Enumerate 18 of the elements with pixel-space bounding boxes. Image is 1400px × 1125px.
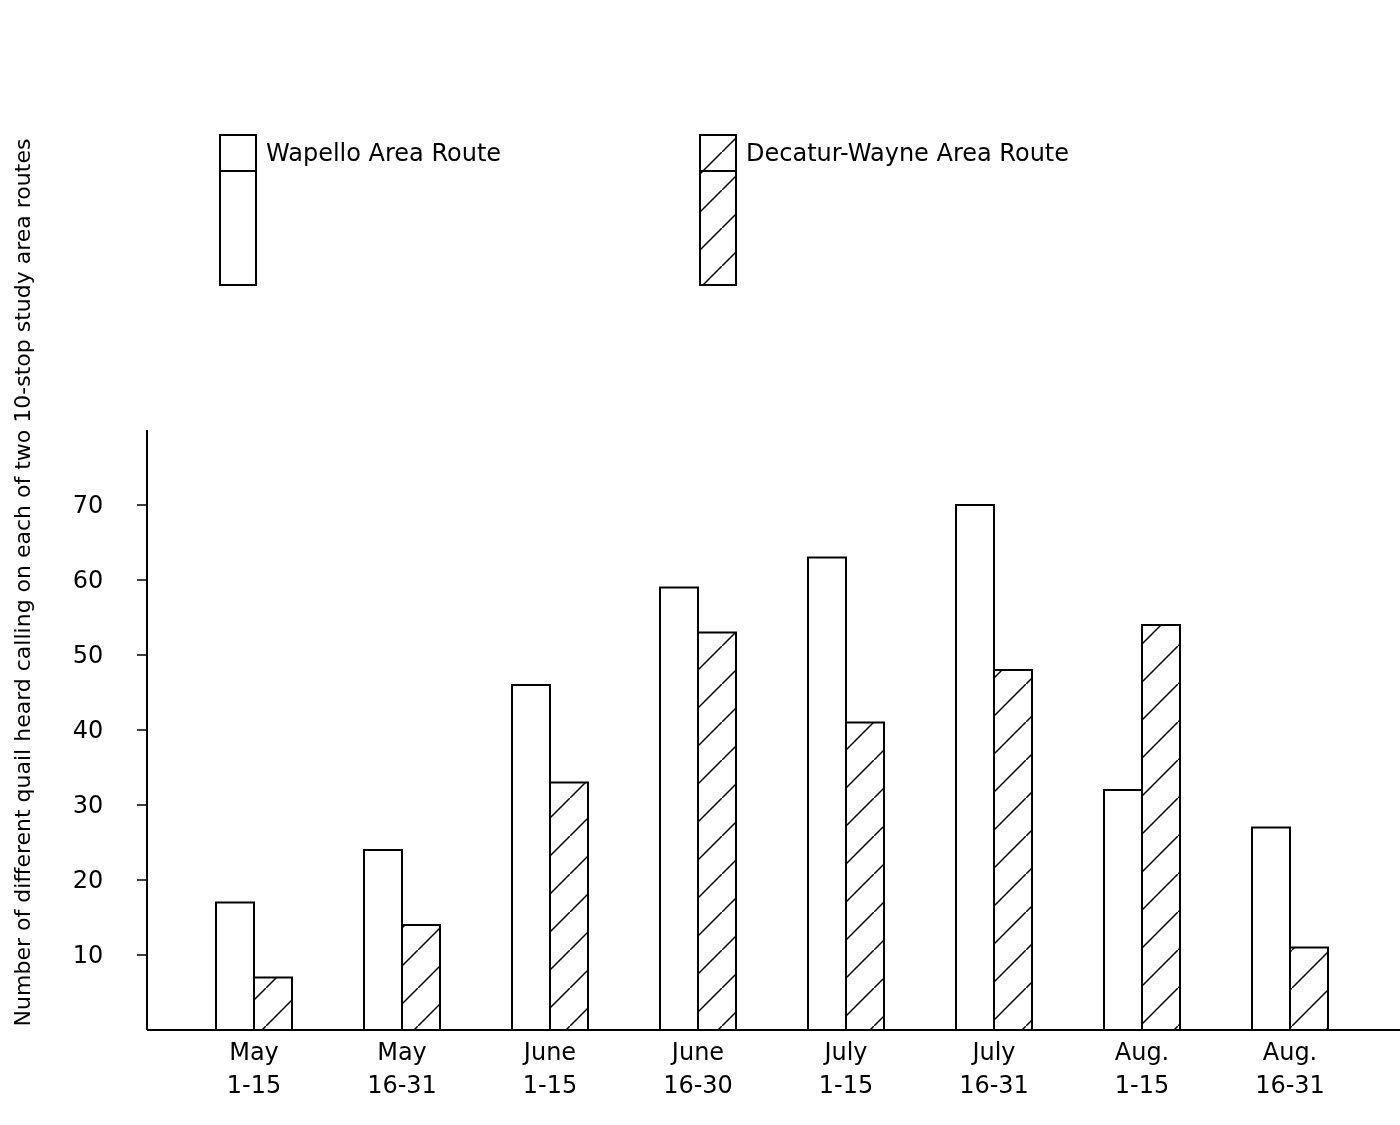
x-tick-label: Aug. 1-15 [1114, 1038, 1170, 1099]
x-tick-label: July 16-31 [959, 1038, 1029, 1099]
y-tick-label: 70 [72, 491, 104, 520]
x-tick-label: Aug. 16-31 [1255, 1038, 1325, 1099]
y-tick-label: 30 [72, 791, 104, 820]
legend-label: Wapello Area Route [266, 139, 502, 168]
y-tick-label: 40 [72, 716, 104, 745]
y-tick-label: 20 [72, 866, 104, 895]
legend-label: Decatur-Wayne Area Route [746, 139, 1070, 168]
y-tick-label: 10 [72, 941, 104, 970]
y-tick-label: 60 [72, 566, 104, 595]
x-tick-label: June 1-15 [521, 1038, 578, 1099]
x-tick-label: May 16-31 [367, 1038, 437, 1099]
y-tick-label: 50 [72, 641, 104, 670]
x-tick-label: June 16-30 [663, 1038, 733, 1099]
y-axis-title: Number of different quail heard calling on each of two 10-stop study area routes [10, 138, 35, 1027]
x-tick-label: May 1-15 [226, 1038, 282, 1099]
x-tick-label: July 1-15 [818, 1038, 874, 1099]
